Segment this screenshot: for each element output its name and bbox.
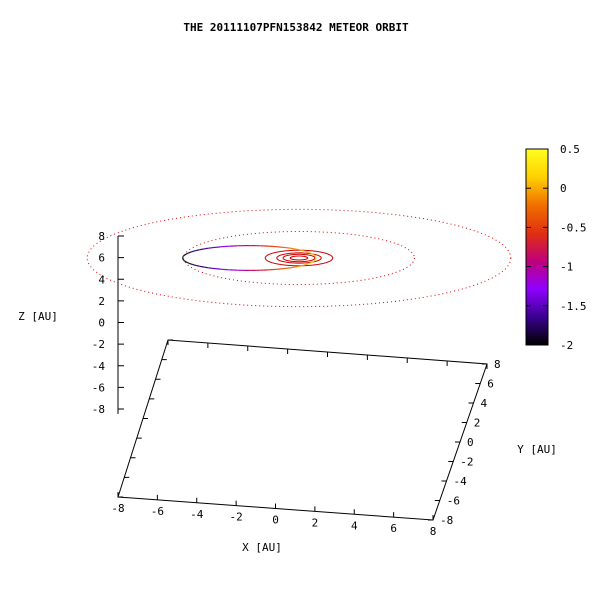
z-tick-label: 0: [98, 317, 105, 330]
y-tick-label: -2: [460, 456, 473, 469]
planet-orbit-ellipse: [87, 209, 511, 306]
y-tick-label: -6: [447, 495, 460, 508]
y-tick-label: -8: [440, 514, 453, 527]
z-tick-label: 8: [98, 230, 105, 243]
x-tick-label: 0: [272, 514, 279, 527]
z-tick-label: 4: [98, 273, 105, 286]
z-tick-label: -2: [92, 338, 105, 351]
z-tick-label: -4: [92, 360, 106, 373]
z-axis-ticks: 8 6 4 2 0 -2 -4 -6 -8: [92, 230, 124, 416]
z-tick-label: 6: [98, 252, 105, 265]
z-tick-label: -6: [92, 381, 105, 394]
y-tick-label: -4: [454, 475, 468, 488]
y-tick-label: 8: [494, 358, 501, 371]
colorbar-tick-label: -2: [560, 339, 573, 352]
x-tick-label: -8: [111, 502, 124, 515]
y-tick-label: 0: [467, 436, 474, 449]
y-tick-label: 6: [487, 378, 494, 391]
base-plane-box: [118, 340, 487, 520]
x-tick-label: -6: [151, 505, 164, 518]
colorbar-tick-label: -1: [560, 261, 573, 274]
z-tick-label: -8: [92, 403, 105, 416]
colorbar: [526, 149, 548, 345]
colorbar-tick-label: -1.5: [560, 300, 587, 313]
x-tick-label: 4: [351, 519, 358, 532]
orbits-layer: [87, 209, 511, 306]
chart-title: THE 20111107PFN153842 METEOR ORBIT: [183, 21, 409, 34]
y-tick-label: 4: [481, 397, 488, 410]
x-tick-label: 6: [390, 522, 397, 535]
planet-orbit-ellipse: [283, 254, 315, 261]
z-axis-label: Z [AU]: [18, 310, 58, 323]
colorbar-tick-label: -0.5: [560, 221, 587, 234]
z-tick-label: 2: [98, 295, 105, 308]
x-tick-label: 2: [312, 516, 319, 529]
y-axis-label: Y [AU]: [517, 443, 557, 456]
y-tick-label: 2: [474, 417, 481, 430]
colorbar-tick-label: 0: [560, 182, 567, 195]
planet-orbit-ellipse: [290, 256, 307, 260]
x-tick-label: -2: [230, 511, 243, 524]
x-tick-label: 8: [430, 525, 437, 538]
x-axis-label: X [AU]: [242, 541, 282, 554]
x-tick-label: -4: [190, 508, 204, 521]
colorbar-tick-label: 0.5: [560, 143, 580, 156]
planet-orbit-ellipse: [184, 232, 415, 285]
